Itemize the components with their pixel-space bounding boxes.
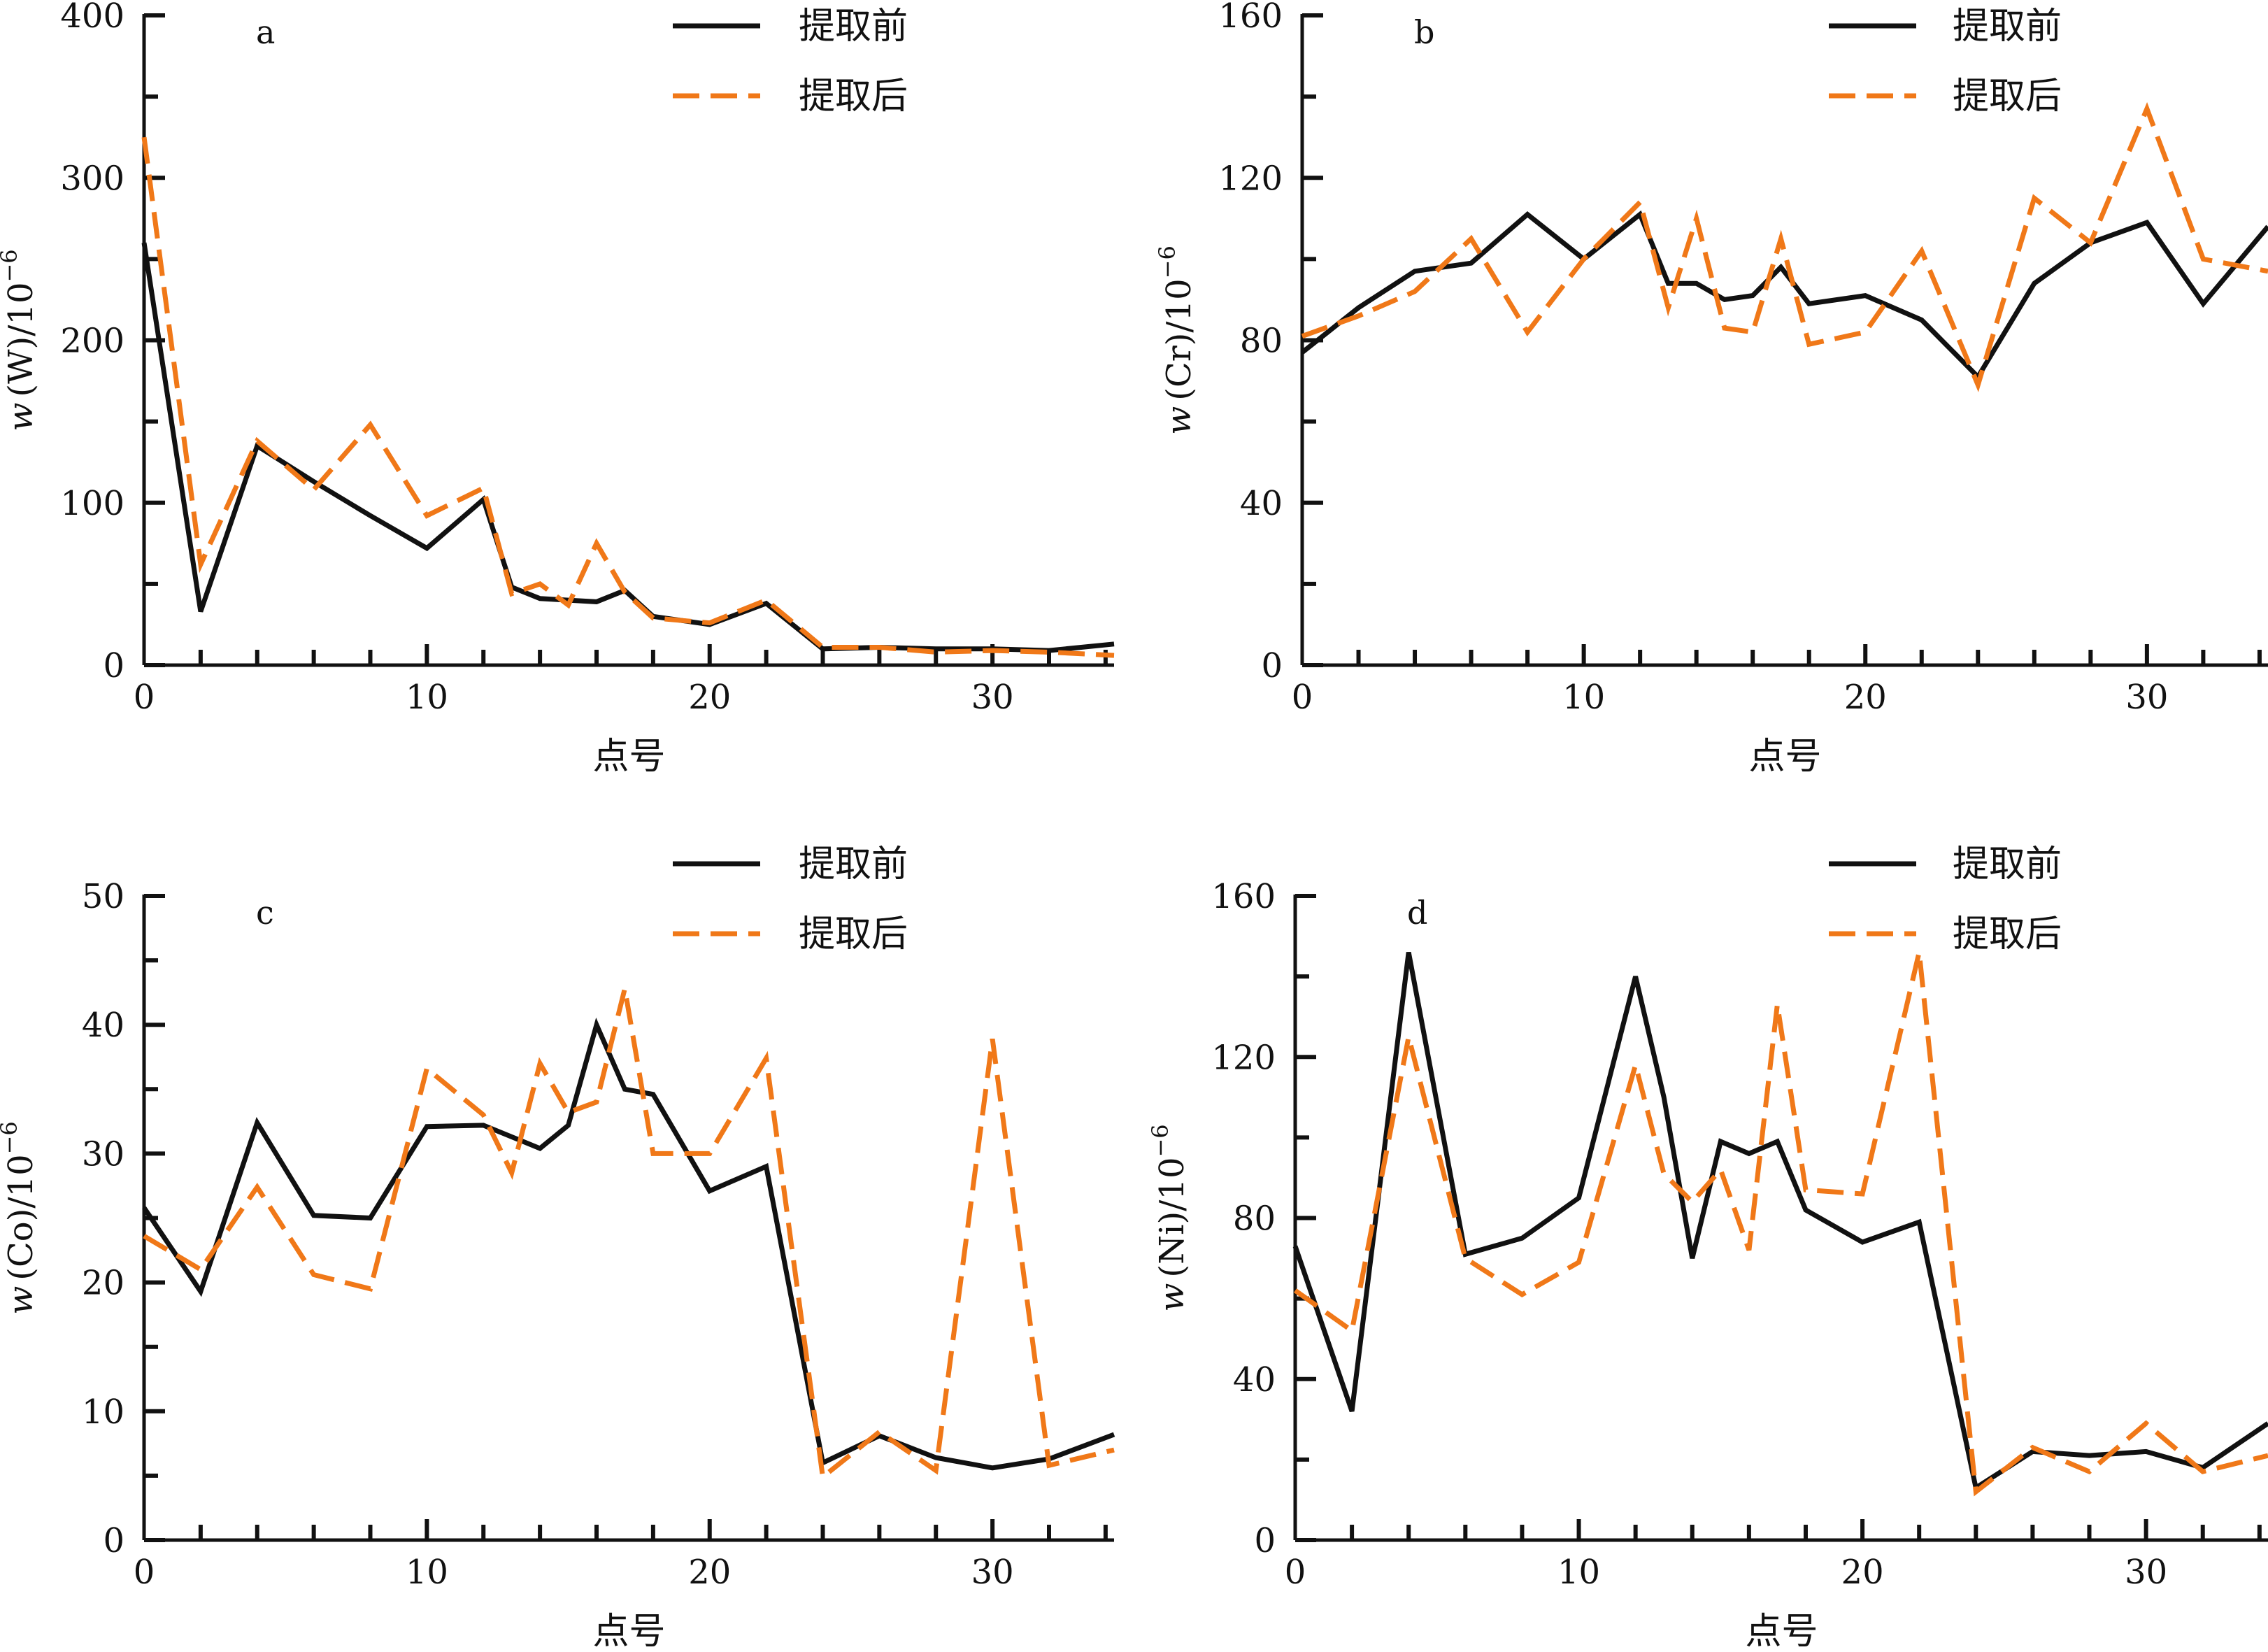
x-tick-label: 10 xyxy=(1557,1553,1600,1592)
x-tick-label: 30 xyxy=(2125,1553,2167,1592)
series-line-after xyxy=(141,136,1115,658)
y-tick-label: 10 xyxy=(82,1393,124,1432)
x-tick-label: 10 xyxy=(406,678,448,717)
y-axis-label: w(Ni)/10−6 xyxy=(1147,1124,1192,1311)
y-tick-label: 40 xyxy=(82,1006,124,1045)
legend-label-before: 提取前 xyxy=(1953,6,2062,48)
x-axis-label: 点号 xyxy=(592,736,665,778)
y-tick-label: 160 xyxy=(1218,0,1283,36)
series-line-before xyxy=(142,1017,1115,1471)
y-tick-label: 50 xyxy=(82,877,124,916)
panel-label: a xyxy=(256,13,275,51)
y-tick-label: 80 xyxy=(1240,322,1283,361)
y-tick-label: 0 xyxy=(1254,1521,1276,1560)
x-tick-label: 0 xyxy=(134,678,155,717)
x-tick-label: 0 xyxy=(1292,678,1313,717)
x-tick-label: 30 xyxy=(971,1553,1014,1592)
x-tick-label: 10 xyxy=(406,1553,448,1592)
panel-label: b xyxy=(1414,13,1434,51)
legend-label-after: 提取后 xyxy=(799,76,908,118)
series-line-before xyxy=(141,242,1115,653)
x-tick-label: 30 xyxy=(971,678,1014,717)
y-tick-label: 0 xyxy=(103,1521,124,1560)
legend-label-before: 提取前 xyxy=(1953,843,2062,885)
y-tick-label: 160 xyxy=(1211,877,1276,916)
legend-label-before: 提取前 xyxy=(799,6,908,48)
x-axis-label: 点号 xyxy=(592,1611,665,1652)
y-tick-label: 100 xyxy=(60,484,124,523)
x-tick-label: 0 xyxy=(134,1553,155,1592)
legend-label-after: 提取后 xyxy=(799,913,908,955)
x-tick-label: 20 xyxy=(688,678,731,717)
y-axis-label: w(Cr)/10−6 xyxy=(1154,245,1199,435)
series-line-after xyxy=(1301,102,2268,392)
y-tick-label: 30 xyxy=(82,1134,124,1174)
x-tick-label: 20 xyxy=(688,1553,731,1592)
legend-label-before: 提取前 xyxy=(799,843,908,885)
legend-label-after: 提取后 xyxy=(1953,76,2062,118)
y-tick-label: 300 xyxy=(60,159,124,198)
y-tick-label: 120 xyxy=(1218,159,1283,198)
x-tick-label: 20 xyxy=(1841,1553,1884,1592)
y-axis-label: w(Co)/10−6 xyxy=(0,1121,41,1315)
y-tick-label: 20 xyxy=(82,1264,124,1303)
y-tick-label: 400 xyxy=(60,0,124,36)
x-tick-label: 10 xyxy=(1562,678,1605,717)
x-tick-label: 20 xyxy=(1844,678,1887,717)
x-axis-label: 点号 xyxy=(1745,1611,1818,1652)
y-tick-label: 200 xyxy=(60,322,124,361)
x-tick-label: 30 xyxy=(2125,678,2168,717)
panel-label: d xyxy=(1407,894,1427,932)
series-line-after xyxy=(143,988,1115,1482)
panel-label: c xyxy=(256,894,274,932)
y-tick-label: 0 xyxy=(103,646,124,685)
y-tick-label: 40 xyxy=(1240,484,1283,523)
y-tick-label: 80 xyxy=(1233,1199,1276,1239)
legend-label-after: 提取后 xyxy=(1953,913,2062,955)
series-line-before xyxy=(1300,210,2268,381)
series-line-after xyxy=(1293,951,2268,1497)
y-tick-label: 40 xyxy=(1233,1360,1276,1400)
y-tick-label: 120 xyxy=(1211,1038,1276,1077)
series-line-before xyxy=(1292,951,2268,1492)
y-tick-label: 0 xyxy=(1261,646,1283,685)
x-tick-label: 0 xyxy=(1285,1553,1306,1592)
x-axis-label: 点号 xyxy=(1748,736,1821,778)
y-axis-label: w(W)/10−6 xyxy=(0,249,41,431)
